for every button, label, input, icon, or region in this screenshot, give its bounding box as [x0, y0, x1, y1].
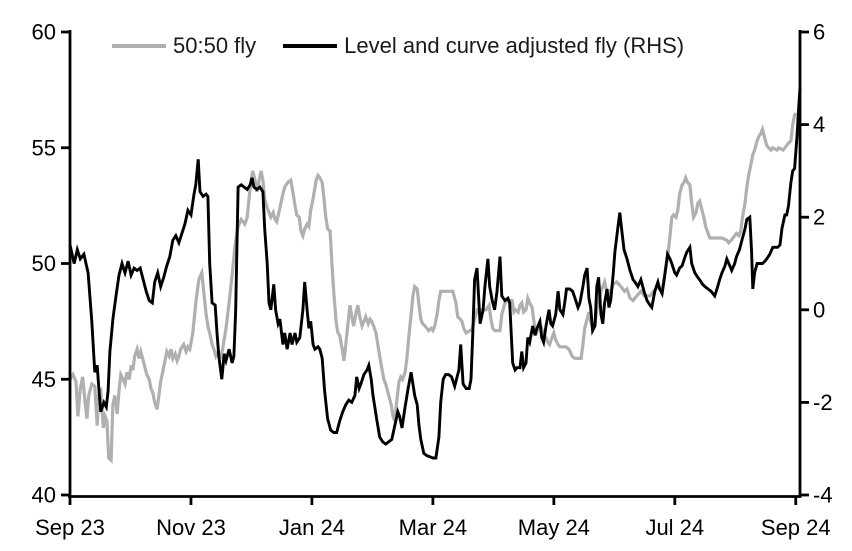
series-line-adjusted-fly — [68, 87, 802, 460]
legend-swatch-5050-fly-line — [112, 44, 166, 48]
y-left-tick-label: 55 — [32, 135, 56, 160]
y-left-tick-label: 50 — [32, 251, 56, 276]
y-left-tick-label: 40 — [32, 483, 56, 508]
y-right-tick-label: -4 — [813, 483, 833, 508]
legend-label-adjusted-fly: Level and curve adjusted fly (RHS) — [344, 33, 685, 58]
y-left-tick-label: 45 — [32, 367, 56, 392]
legend-item-5050-fly: 50:50 fly — [112, 33, 256, 59]
y-right-tick-label: 6 — [813, 20, 825, 45]
x-tick-label: Mar 24 — [399, 515, 467, 540]
x-tick-label: Nov 23 — [156, 515, 226, 540]
x-tick-label: Sep 24 — [761, 515, 831, 540]
legend-swatch-adjusted-fly-line — [283, 44, 338, 48]
y-left-tick-label: 60 — [32, 20, 56, 45]
y-right-tick-label: 2 — [813, 205, 825, 230]
x-tick-label: Jan 24 — [279, 515, 345, 540]
legend-item-adjusted-fly: Level and curve adjusted fly (RHS) — [283, 33, 684, 59]
legend-label-5050-fly: 50:50 fly — [173, 33, 257, 58]
y-right-tick-label: 0 — [813, 297, 825, 322]
y-right-tick-label: 4 — [813, 112, 825, 137]
series-line-5050-fly — [68, 112, 798, 464]
legend: 50:50 fly Level and curve adjusted fly (… — [112, 33, 684, 59]
x-tick-label: Jul 24 — [645, 515, 704, 540]
x-tick-label: May 24 — [518, 515, 590, 540]
x-tick-label: Sep 23 — [35, 515, 105, 540]
y-right-tick-label: -2 — [813, 390, 833, 415]
